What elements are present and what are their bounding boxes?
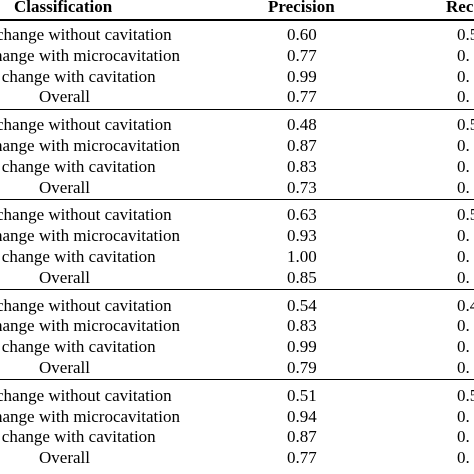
precision-cell: 1.00 — [287, 247, 317, 266]
precision-cell: 0.79 — [287, 358, 317, 377]
precision-cell: 0.87 — [287, 136, 317, 155]
recall-cell: 0.5 — [457, 385, 474, 405]
group-separator — [0, 289, 474, 291]
precision-cell: 0.83 — [287, 156, 317, 176]
precision-cell: 0.83 — [287, 316, 317, 336]
recall-cell: 0.5 — [457, 115, 474, 135]
classification-cell: hange with microcavitation — [0, 136, 180, 155]
group-separator — [0, 198, 474, 200]
precision-cell: 0.77 — [287, 45, 317, 65]
classification-cell: e change with cavitation — [0, 427, 156, 447]
overall-label: Overall — [39, 448, 90, 468]
recall-cell: 0. — [457, 316, 470, 336]
recall-cell: 0. — [457, 226, 470, 246]
precision-cell: 0.73 — [287, 177, 317, 197]
overall-label: Overall — [39, 267, 90, 287]
precision-cell: 0.77 — [287, 448, 317, 468]
group-separator — [0, 108, 474, 110]
precision-cell: 0.93 — [287, 226, 317, 246]
classification-cell: e change with cavitation — [0, 337, 156, 357]
classification-cell: change without cavitation — [0, 25, 172, 44]
recall-cell: 0. — [457, 136, 470, 155]
classification-cell: hange with microcavitation — [0, 406, 180, 426]
recall-cell: 0. — [457, 247, 470, 266]
classification-cell: change without cavitation — [0, 205, 172, 225]
precision-cell: 0.48 — [287, 115, 317, 135]
precision-cell: 0.60 — [287, 25, 317, 44]
recall-cell: 0.5 — [457, 25, 474, 44]
classification-cell: e change with cavitation — [0, 247, 156, 266]
header-precision: Precision — [268, 0, 335, 16]
classification-cell: e change with cavitation — [0, 66, 156, 86]
header-classification: Classification — [14, 0, 113, 16]
precision-cell: 0.87 — [287, 427, 317, 447]
recall-cell: 0. — [457, 427, 470, 447]
recall-cell: 0. — [457, 66, 470, 86]
recall-cell: 0.5 — [457, 205, 474, 225]
classification-cell: change without cavitation — [0, 385, 172, 405]
precision-cell: 0.51 — [287, 385, 317, 405]
classification-cell: hange with microcavitation — [0, 226, 180, 246]
precision-cell: 0.77 — [287, 87, 317, 107]
recall-cell: 0. — [457, 156, 470, 176]
recall-cell: 0. — [457, 87, 470, 107]
recall-cell: 0. — [457, 448, 470, 468]
overall-label: Overall — [39, 87, 90, 107]
recall-cell: 0. — [457, 358, 470, 377]
recall-cell: 0. — [457, 337, 470, 357]
precision-cell: 0.85 — [287, 267, 317, 287]
classification-cell: change without cavitation — [0, 295, 172, 315]
precision-cell: 0.99 — [287, 337, 317, 357]
precision-cell: 0.54 — [287, 295, 317, 315]
recall-cell: 0.4 — [457, 295, 474, 315]
overall-label: Overall — [39, 358, 90, 377]
precision-cell: 0.94 — [287, 406, 317, 426]
classification-cell: hange with microcavitation — [0, 316, 180, 336]
overall-label: Overall — [39, 177, 90, 197]
group-separator — [0, 379, 474, 381]
recall-cell: 0. — [457, 177, 470, 197]
header-recall: Rec — [446, 0, 474, 16]
classification-cell: change without cavitation — [0, 115, 172, 135]
recall-cell: 0. — [457, 267, 470, 287]
classification-cell: e change with cavitation — [0, 156, 156, 176]
recall-cell: 0. — [457, 406, 470, 426]
recall-cell: 0. — [457, 45, 470, 65]
precision-cell: 0.63 — [287, 205, 317, 225]
classification-cell: hange with microcavitation — [0, 45, 180, 65]
header-rule — [0, 19, 474, 21]
precision-cell: 0.99 — [287, 66, 317, 86]
